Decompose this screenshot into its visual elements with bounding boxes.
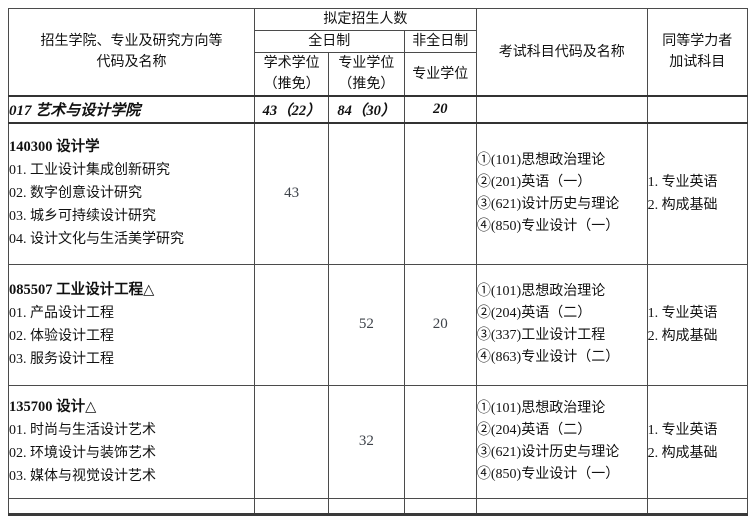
research-direction: 01. 时尚与生活设计艺术: [9, 422, 156, 438]
exam-subjects-cell: ①(101)思想政治理论 ②(201)英语（一） ③(621)设计历史与理论 ④…: [475, 122, 648, 265]
program-row-140300: 140300 设计学 01. 工业设计集成创新研究 02. 数字创意设计研究 0…: [8, 122, 749, 265]
research-direction: 03. 服务设计工程: [9, 351, 114, 367]
academic-quota: [253, 263, 330, 386]
header-college-label: 招生学院、专业及研究方向等 代码及名称: [8, 8, 255, 97]
exam-subject: ②(204)英语（二）: [476, 305, 592, 321]
exam-subject: ④(863)专业设计（二）: [476, 349, 620, 365]
empty-cell: [253, 497, 330, 516]
part-time-quota: [403, 122, 477, 265]
header-academic-degree: 学术学位 （推免）: [253, 52, 330, 97]
college-professional-total: 84（30）: [328, 95, 405, 124]
extra-subject: 2. 构成基础: [647, 445, 718, 461]
extra-subject: 2. 构成基础: [647, 328, 718, 344]
exam-subject: ③(621)设计历史与理论: [476, 196, 620, 212]
research-direction: 01. 工业设计集成创新研究: [9, 163, 170, 179]
program-info-cell: 085507 工业设计工程△ 01. 产品设计工程 02. 体验设计工程 03.…: [8, 263, 255, 386]
program-title: 140300 设计学: [9, 139, 100, 156]
empty-cell: [475, 497, 648, 516]
college-exam-empty-cell: [475, 95, 648, 124]
program-row-085507: 085507 工业设计工程△ 01. 产品设计工程 02. 体验设计工程 03.…: [8, 263, 749, 386]
extra-subjects-cell: 1. 专业英语 2. 构成基础: [646, 263, 749, 386]
extra-subjects-cell: 1. 专业英语 2. 构成基础: [646, 122, 749, 265]
college-name: 017 艺术与设计学院: [8, 95, 255, 124]
professional-quota: 52: [328, 263, 405, 386]
exam-subject: ①(101)思想政治理论: [476, 152, 606, 168]
research-direction: 03. 城乡可持续设计研究: [9, 209, 156, 225]
professional-quota: [328, 122, 405, 265]
exam-subject: ②(201)英语（一）: [476, 174, 592, 190]
admissions-table: 招生学院、专业及研究方向等 代码及名称 拟定招生人数 考试科目代码及名称 同等学…: [8, 8, 749, 516]
college-academic-total: 43（22）: [253, 95, 330, 124]
extra-subject: 1. 专业英语: [647, 174, 718, 190]
header-planned-enrollment: 拟定招生人数: [253, 8, 477, 31]
research-direction: 02. 体验设计工程: [9, 328, 114, 344]
extra-subjects-cell: 1. 专业英语 2. 构成基础: [646, 384, 749, 499]
extra-subject: 2. 构成基础: [647, 197, 718, 213]
part-time-quota: [403, 384, 477, 499]
exam-subjects-cell: ①(101)思想政治理论 ②(204)英语（二） ③(621)设计历史与理论 ④…: [475, 384, 648, 499]
exam-subject: ④(850)专业设计（一）: [476, 218, 620, 234]
header-part-time: 非全日制: [403, 30, 477, 53]
empty-cell: [403, 497, 477, 516]
program-info-cell: 140300 设计学 01. 工业设计集成创新研究 02. 数字创意设计研究 0…: [8, 122, 255, 265]
header-pt-professional-degree: 专业学位: [403, 52, 477, 97]
header-row-3: 学术学位 （推免） 专业学位 （推免） 专业学位: [9, 52, 748, 97]
research-direction: 02. 环境设计与装饰艺术: [9, 445, 156, 461]
academic-quota: 43: [253, 122, 330, 265]
exam-subjects-cell: ①(101)思想政治理论 ②(204)英语（二） ③(337)工业设计工程 ④(…: [475, 263, 648, 386]
academic-quota: [253, 384, 330, 499]
empty-cell: [8, 497, 255, 516]
empty-cell: [328, 497, 405, 516]
program-row-135700: 135700 设计△ 01. 时尚与生活设计艺术 02. 环境设计与装饰艺术 0…: [8, 384, 749, 499]
exam-subject: ④(850)专业设计（一）: [476, 466, 620, 482]
extra-subject: 1. 专业英语: [647, 305, 718, 321]
research-direction: 04. 设计文化与生活美学研究: [9, 232, 184, 248]
college-summary-row: 017 艺术与设计学院 43（22） 84（30） 20: [8, 95, 749, 124]
empty-cell: [646, 497, 749, 516]
header-exam-subjects: 考试科目代码及名称: [475, 8, 648, 97]
exam-subject: ②(204)英语（二）: [476, 422, 592, 438]
professional-quota: 32: [328, 384, 405, 499]
research-direction: 03. 媒体与视觉设计艺术: [9, 468, 156, 484]
program-title: 135700 设计△: [9, 398, 97, 415]
part-time-quota: 20: [403, 263, 477, 386]
college-part-time-total: 20: [403, 95, 477, 124]
header-row-2: 全日制 非全日制: [9, 30, 748, 53]
program-info-cell: 135700 设计△ 01. 时尚与生活设计艺术 02. 环境设计与装饰艺术 0…: [8, 384, 255, 499]
exam-subject: ③(337)工业设计工程: [476, 327, 606, 343]
header-full-time: 全日制: [253, 30, 405, 53]
truncated-next-row: [8, 497, 749, 516]
exam-subject: ③(621)设计历史与理论: [476, 444, 620, 460]
header-equivalency-extra: 同等学力者 加试科目: [646, 8, 749, 97]
header-row-1: 招生学院、专业及研究方向等 代码及名称 拟定招生人数 考试科目代码及名称 同等学…: [8, 8, 749, 97]
extra-subject: 1. 专业英语: [647, 422, 718, 438]
research-direction: 02. 数字创意设计研究: [9, 186, 142, 202]
exam-subject: ①(101)思想政治理论: [476, 283, 606, 299]
research-direction: 01. 产品设计工程: [9, 305, 114, 321]
header-professional-degree: 专业学位 （推免）: [328, 52, 405, 97]
college-extra-empty-cell: [646, 95, 749, 124]
exam-subject: ①(101)思想政治理论: [476, 400, 606, 416]
program-title: 085507 工业设计工程△: [9, 281, 155, 298]
